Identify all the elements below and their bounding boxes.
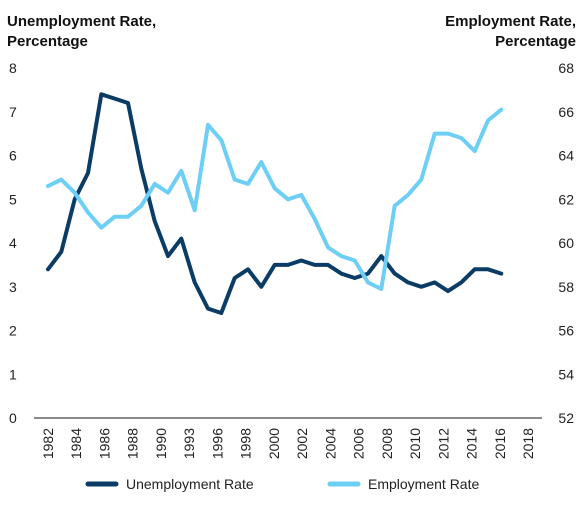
x-tick-label: 1993: [181, 428, 197, 459]
x-tick-label: 2004: [322, 428, 338, 459]
left-tick-label: 4: [9, 235, 17, 251]
x-tick-label: 1988: [125, 428, 141, 459]
x-tick-label: 1984: [68, 428, 84, 459]
left-tick-label: 1: [9, 366, 17, 382]
right-tick-label: 62: [558, 191, 574, 207]
unemployment-rate-line: [46, 92, 504, 315]
x-tick-label: 2008: [379, 428, 395, 459]
x-tick-label: 2010: [407, 428, 423, 459]
x-tick-label: 1990: [153, 428, 169, 459]
left-tick-label: 6: [9, 148, 17, 164]
x-tick-label: 1986: [96, 428, 112, 459]
right-axis-title-line-1: Employment Rate,: [445, 13, 576, 30]
right-axis-ticks: 52 54 56 58 60 62 64 66 68: [558, 60, 574, 426]
x-tick-label: 2016: [492, 428, 508, 459]
right-tick-label: 68: [558, 60, 574, 76]
right-tick-label: 54: [558, 366, 574, 382]
axis-titles: Unemployment Rate, Percentage Employment…: [7, 13, 576, 50]
left-axis-ticks: 0 1 2 3 4 5 6 7 8: [9, 60, 17, 426]
right-tick-label: 58: [558, 279, 574, 295]
right-axis-title-line-2: Percentage: [495, 33, 576, 50]
legend: Unemployment Rate Employment Rate: [85, 476, 479, 492]
left-axis-title-line-2: Percentage: [7, 33, 88, 50]
left-tick-label: 3: [9, 279, 17, 295]
x-tick-label: 1982: [40, 428, 56, 459]
right-tick-label: 60: [558, 235, 574, 251]
x-tick-label: 2006: [351, 428, 367, 459]
left-tick-label: 2: [9, 323, 17, 339]
left-tick-label: 7: [9, 104, 17, 120]
left-tick-label: 0: [9, 410, 17, 426]
left-axis-title-line-1: Unemployment Rate,: [7, 13, 156, 30]
series-lines: [46, 92, 504, 315]
right-tick-label: 64: [558, 148, 574, 164]
x-tick-label: 2012: [435, 428, 451, 459]
x-tick-label: 2000: [266, 428, 282, 459]
x-tick-label: 1998: [238, 428, 254, 459]
x-axis-ticks: 1982 1984 1986 1988 1990 1993 1996 1998 2000 2002…: [40, 428, 536, 459]
legend-label: Employment Rate: [368, 476, 479, 492]
x-tick-label: 2018: [520, 428, 536, 459]
right-tick-label: 52: [558, 410, 574, 426]
x-tick-label: 2002: [294, 428, 310, 459]
x-tick-label: 2014: [464, 428, 480, 459]
right-tick-label: 66: [558, 104, 574, 120]
x-tick-label: 1996: [209, 428, 225, 459]
legend-label: Unemployment Rate: [126, 476, 254, 492]
left-tick-label: 5: [9, 191, 17, 207]
right-tick-label: 56: [558, 323, 574, 339]
employment-rate-line: [46, 107, 504, 291]
left-tick-label: 8: [9, 60, 17, 76]
